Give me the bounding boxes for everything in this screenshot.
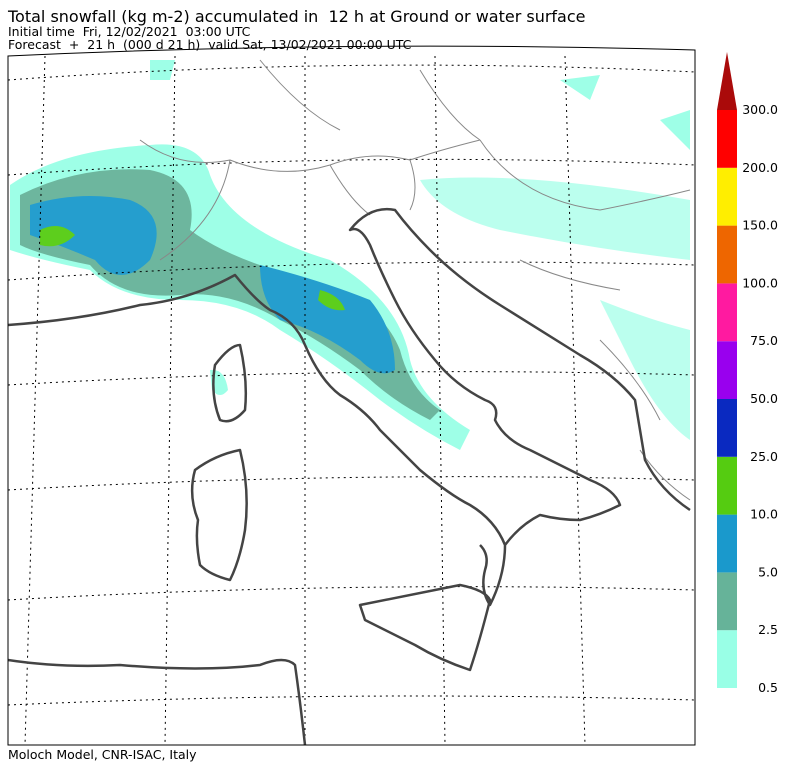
colorbar-label: 0.5 — [758, 680, 778, 695]
colorbar-segment — [717, 225, 737, 284]
borders — [139, 59, 691, 501]
corsica — [212, 343, 248, 423]
colorbar-segment — [717, 630, 737, 688]
snow-field — [10, 60, 690, 450]
forecast: Forecast + 21 h (000 d 21 h) valid Sat, … — [8, 37, 412, 52]
colorbar-label: 100.0 — [742, 275, 778, 290]
colorbar-label: 5.0 — [758, 564, 778, 579]
colorbar-segment — [717, 572, 737, 631]
colorbar-segment — [717, 341, 737, 399]
colorbar-segment — [717, 514, 737, 573]
colorbar-label: 25.0 — [750, 449, 778, 464]
sardinia — [190, 448, 248, 582]
colorbar-label: 2.5 — [758, 622, 778, 637]
colorbar-segment — [717, 110, 737, 168]
coastline — [8, 207, 691, 607]
map — [7, 45, 696, 746]
colorbar-label: 50.0 — [750, 391, 778, 406]
initial-time: Initial time Fri, 12/02/2021 03:00 UTC — [8, 24, 251, 39]
colorbar: 0.5 2.5 5.0 10.0 25.0 50.0 75.0 100.0 150.0 200.0… — [717, 52, 778, 695]
colorbar-label: 75.0 — [750, 333, 778, 348]
africa-coast — [8, 658, 307, 745]
colorbar-label: 200.0 — [742, 160, 778, 175]
colorbar-extend — [717, 52, 737, 110]
colorbar-label: 300.0 — [742, 102, 778, 117]
sicily — [358, 583, 492, 672]
title: Total snowfall (kg m-2) accumulated in 1… — [7, 7, 586, 26]
colorbar-segment — [717, 399, 737, 457]
colorbar-label: 10.0 — [750, 507, 778, 522]
colorbar-segment — [717, 456, 737, 515]
graticule — [8, 55, 695, 745]
map-frame — [7, 45, 696, 746]
colorbar-label: 150.0 — [742, 218, 778, 233]
colorbar-segment — [717, 167, 737, 226]
colorbar-segment — [717, 283, 737, 342]
credit: Moloch Model, CNR-ISAC, Italy — [8, 747, 197, 762]
